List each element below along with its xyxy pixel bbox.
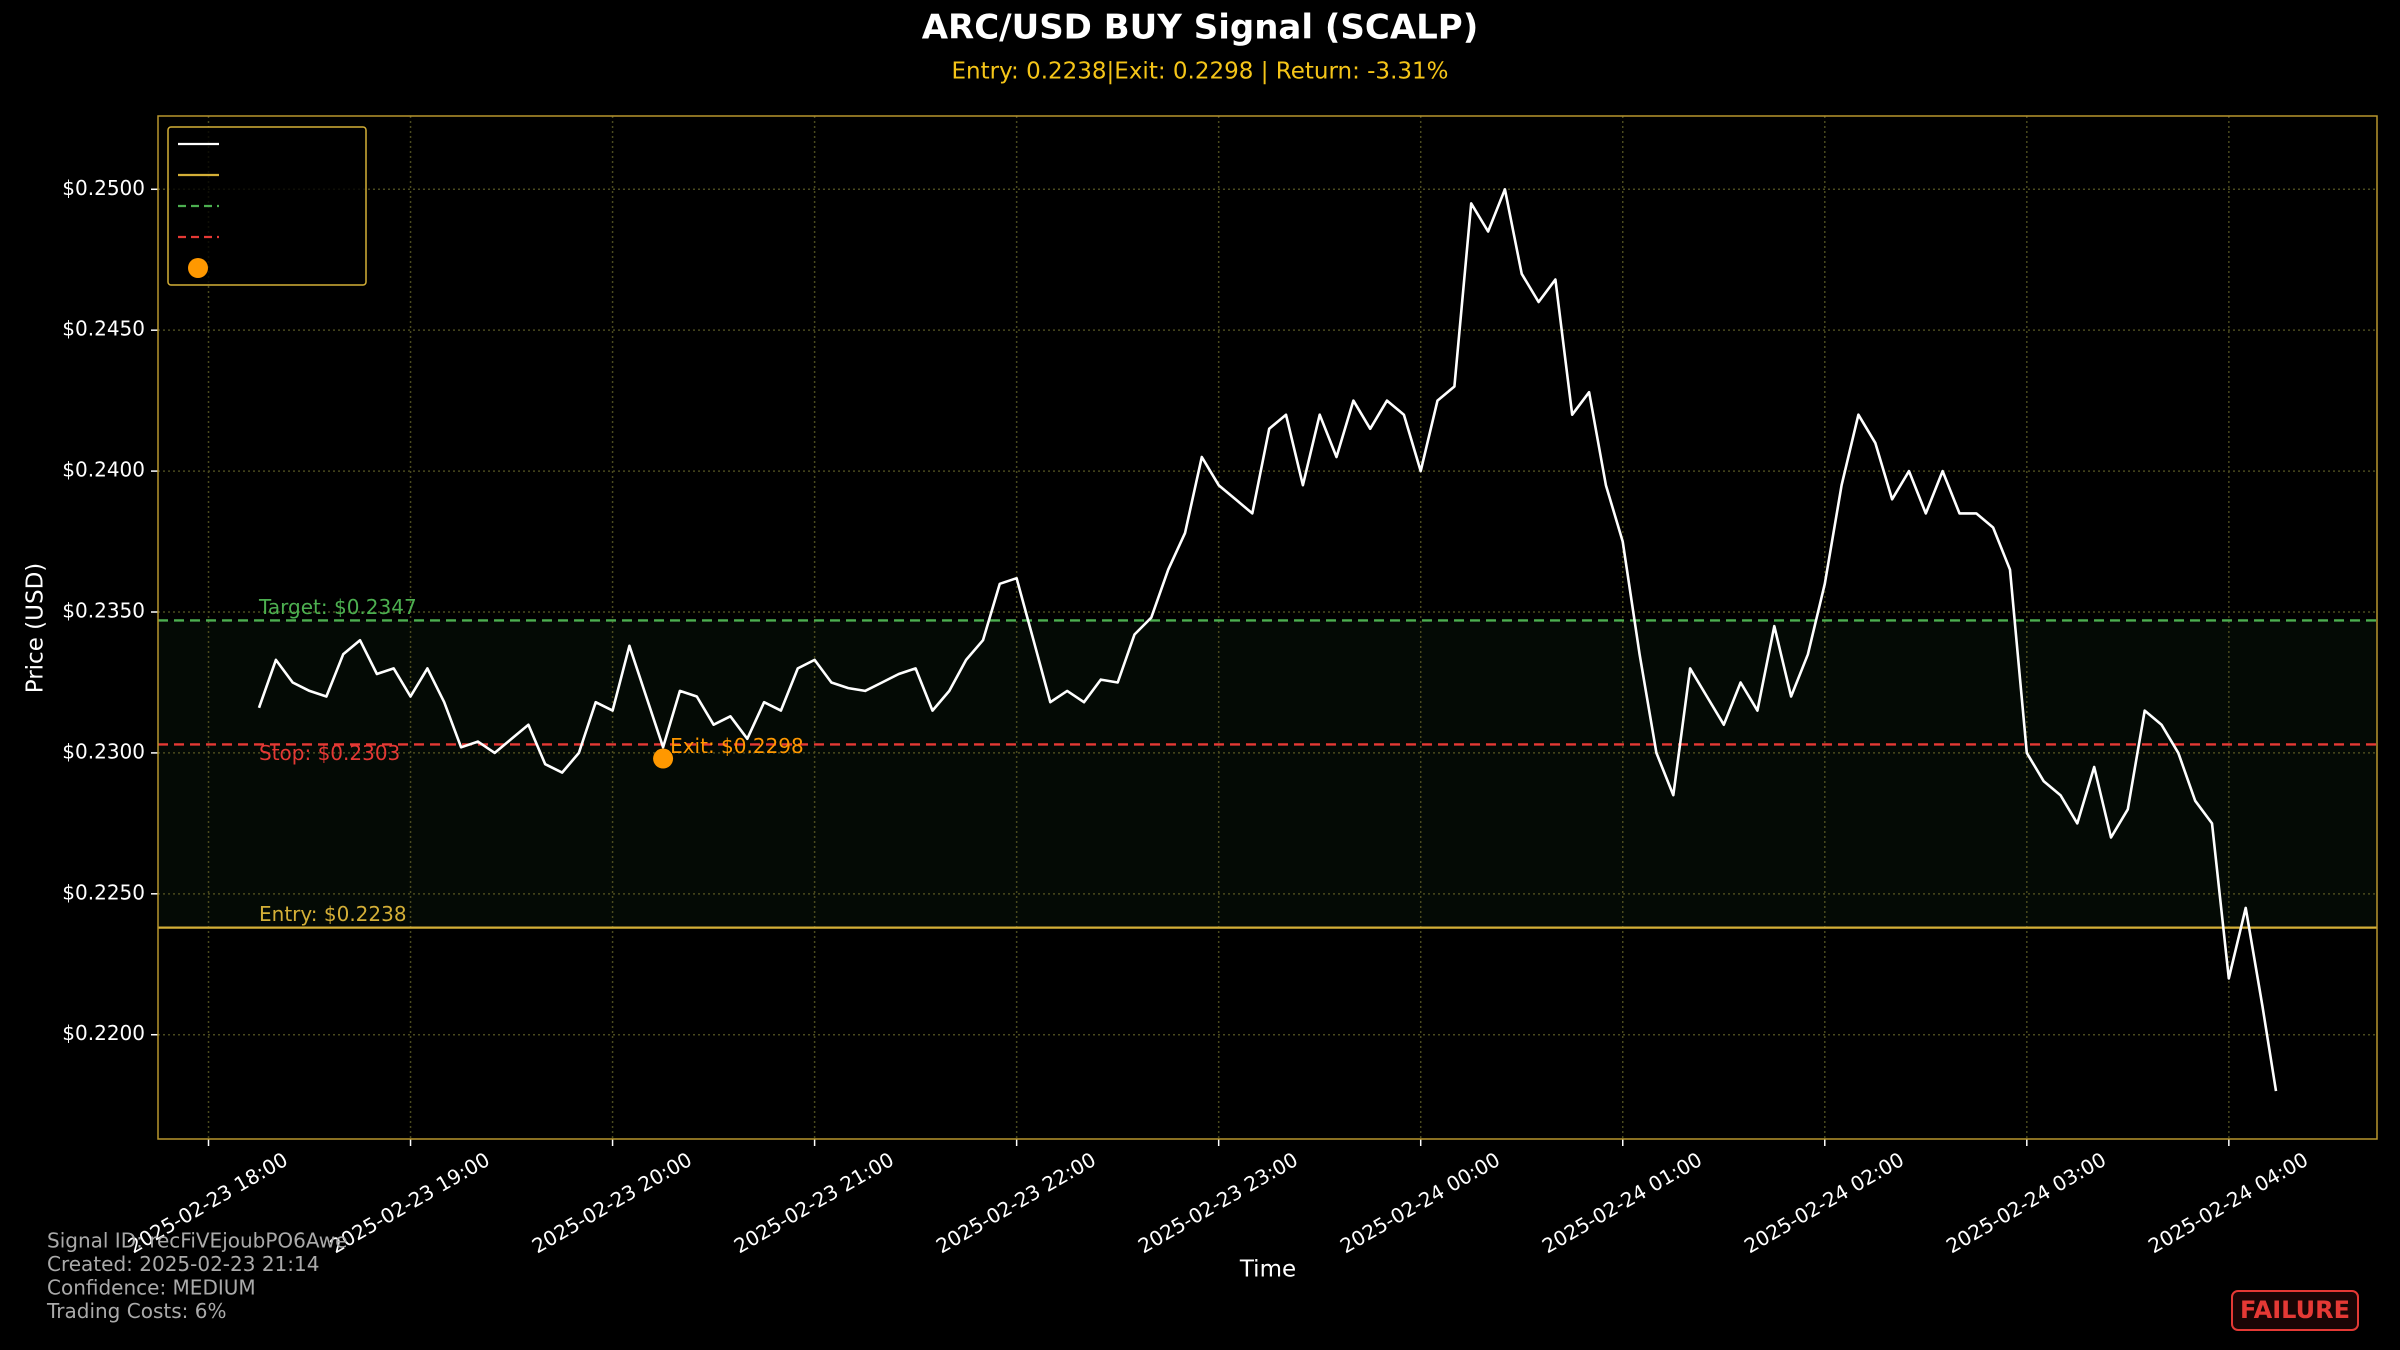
price-line [257,188,2278,1092]
legend [167,126,367,286]
plot-frame [157,115,2378,1140]
legend-box [167,126,367,286]
footer-line: Created: 2025-02-23 21:14 [47,1252,319,1276]
footer-line: Confidence: MEDIUM [47,1276,256,1300]
status-text: FAILURE [2240,1296,2350,1324]
y-tick-label: $0.2200 [62,1021,145,1045]
target-label: Target: $0.2347 [258,595,417,619]
entry-label: Entry: $0.2238 [259,902,407,926]
y-tick-label: $0.2300 [62,739,145,763]
legend-swatch [188,258,208,278]
y-tick-label: $0.2250 [62,880,145,904]
target-zone [158,620,2377,928]
y-tick-label: $0.2400 [62,458,145,482]
footer-line: Trading Costs: 6% [46,1299,226,1323]
y-tick-label: $0.2450 [62,317,145,341]
footer-line: Signal ID: recFiVEjoubPO6Awe [47,1229,347,1253]
chart-subtitle: Entry: 0.2238|Exit: 0.2298 | Return: -3.… [951,59,1448,85]
stop-label: Stop: $0.2303 [259,741,400,765]
x-axis-label: Time [1239,1257,1296,1283]
status-badge [2231,1290,2359,1331]
exit-marker [653,748,674,769]
y-tick-label: $0.2500 [62,176,145,200]
chart-title: ARC/USD BUY Signal (SCALP) [922,8,1479,48]
exit-label: Exit: $0.2298 [670,734,804,758]
y-tick-label: $0.2350 [62,599,145,623]
y-axis-label: Price (USD) [23,563,49,694]
